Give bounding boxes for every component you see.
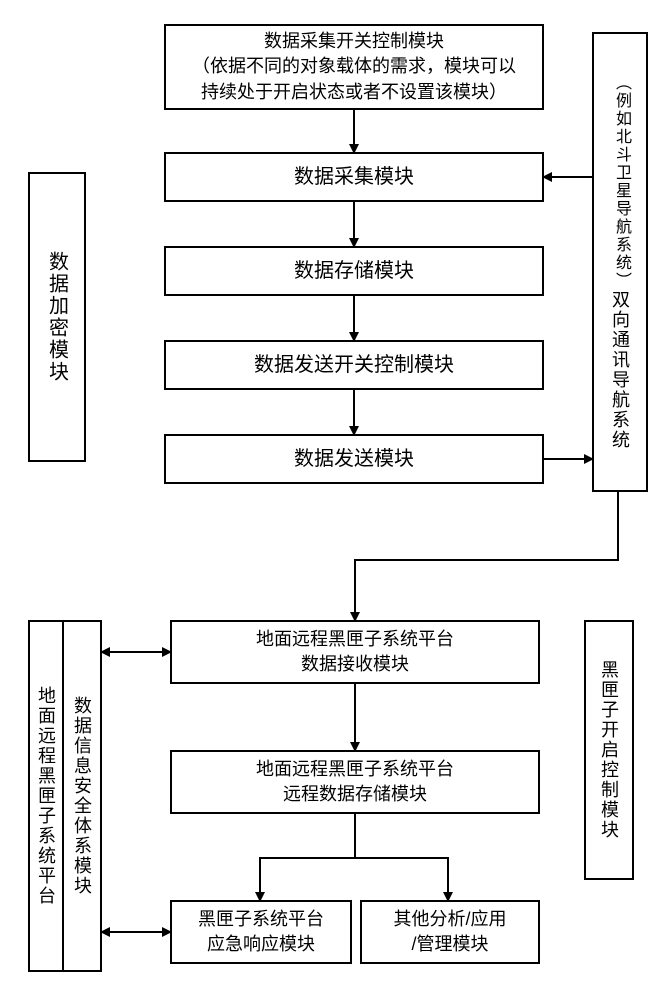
ground-receive-line2: 数据接收模块 (301, 652, 409, 677)
switch-control-line2: （依据不同的对象载体的需求，模块可以 (192, 54, 516, 79)
switch-control-line1: 数据采集开关控制模块 (264, 29, 444, 54)
emergency-box: 黑匣子系统平台 应急响应模块 (170, 900, 352, 964)
nav-system-label-2: （例如北斗卫星导航系统） (607, 74, 633, 290)
security-module-label: 数据信息安全体系模块 (69, 696, 95, 896)
ground-platform-label: 地面远程黑匣子系统平台 (33, 686, 59, 906)
data-collect-label: 数据采集模块 (294, 163, 414, 191)
open-control-label: 黑匣子开启控制模块 (596, 660, 622, 840)
ground-receive-line1: 地面远程黑匣子系统平台 (256, 627, 454, 652)
data-collect-box: 数据采集模块 (164, 152, 544, 202)
security-module-box: 数据信息安全体系模块 (62, 620, 102, 972)
ground-platform-box: 地面远程黑匣子系统平台 (28, 620, 62, 972)
send-switch-box: 数据发送开关控制模块 (164, 340, 544, 390)
emergency-line1: 黑匣子系统平台 (198, 907, 324, 932)
send-switch-label: 数据发送开关控制模块 (254, 351, 454, 379)
ground-receive-box: 地面远程黑匣子系统平台 数据接收模块 (170, 620, 540, 684)
switch-control-line3: 持续处于开启状态或者不设置该模块） (201, 80, 507, 105)
data-store-label: 数据存储模块 (294, 257, 414, 285)
other-analysis-line2: /管理模块 (411, 932, 488, 957)
ground-store-line1: 地面远程黑匣子系统平台 (256, 757, 454, 782)
encryption-module-label: 数据加密模块 (43, 251, 72, 383)
encryption-module-box: 数据加密模块 (28, 172, 86, 462)
switch-control-box: 数据采集开关控制模块 （依据不同的对象载体的需求，模块可以 持续处于开启状态或者… (164, 24, 544, 110)
data-send-label: 数据发送模块 (294, 445, 414, 473)
ground-store-line2: 远程数据存储模块 (283, 782, 427, 807)
nav-system-label-1: 双向通讯导航系统 (607, 290, 633, 450)
open-control-box: 黑匣子开启控制模块 (584, 620, 634, 880)
nav-system-box: （例如北斗卫星导航系统） 双向通讯导航系统 (592, 32, 648, 492)
other-analysis-line1: 其他分析/应用 (393, 907, 506, 932)
data-store-box: 数据存储模块 (164, 246, 544, 296)
ground-store-box: 地面远程黑匣子系统平台 远程数据存储模块 (170, 750, 540, 814)
other-analysis-box: 其他分析/应用 /管理模块 (360, 900, 540, 964)
emergency-line2: 应急响应模块 (207, 932, 315, 957)
data-send-box: 数据发送模块 (164, 434, 544, 484)
